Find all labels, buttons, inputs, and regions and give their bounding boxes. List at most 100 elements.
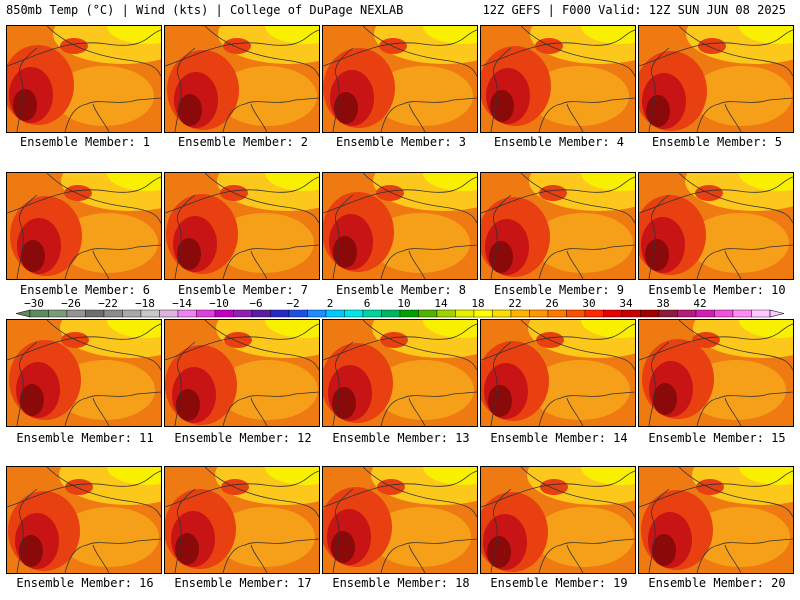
colorbar-tick-label: −6 (249, 297, 262, 310)
colorbar-swatch (66, 309, 86, 318)
ensemble-member-label: Ensemble Member: 18 (332, 576, 470, 590)
hottest-region (20, 384, 44, 416)
map-boundary-line (639, 176, 793, 214)
ensemble-map-panel (638, 466, 794, 574)
colorbar-tick-label: −30 (24, 297, 44, 310)
colorbar-swatch (85, 309, 105, 318)
cool-region (534, 507, 634, 567)
coolest-region (581, 320, 635, 338)
hottest-region (177, 238, 201, 270)
map-boundary-line (520, 320, 635, 371)
map-boundary-line (490, 488, 512, 573)
ensemble-map-panel (164, 172, 320, 280)
colorbar-tick-label: 38 (656, 297, 669, 310)
map-boundary-line (520, 467, 635, 518)
colorbar-tick-label: 30 (582, 297, 595, 310)
warm-region (376, 185, 404, 201)
colorbar-swatch (29, 309, 49, 318)
coolest-region (107, 173, 161, 191)
map-boundary-line (724, 250, 742, 279)
hottest-region (646, 95, 670, 127)
colorbar-swatch (233, 309, 253, 318)
map-boundary-line (332, 488, 354, 573)
map-boundary-line (332, 47, 354, 132)
ensemble-member-label: Ensemble Member: 5 (651, 135, 783, 149)
colorbar-swatch (344, 309, 364, 318)
cool-region (690, 507, 790, 567)
colorbar-swatch (270, 309, 290, 318)
map-boundary-line (7, 323, 161, 361)
map-boundary-line (204, 320, 319, 371)
colorbar-swatch (325, 309, 345, 318)
map-boundary-line (174, 47, 196, 132)
coolest-region (581, 26, 635, 44)
ensemble-member-label: Ensemble Member: 16 (16, 576, 154, 590)
colorbar-tick-label: 42 (693, 297, 706, 310)
cool-region (215, 507, 315, 567)
map-boundary-line (408, 397, 426, 426)
colorbar-swatch (640, 309, 660, 318)
map-boundary-line (380, 538, 477, 573)
colorbar-tick-label: −2 (286, 297, 299, 310)
map-boundary-line (16, 194, 38, 279)
ensemble-map-panel (480, 172, 636, 280)
warm-region (692, 332, 720, 348)
cool-region (54, 66, 154, 126)
hottest-region (334, 92, 358, 124)
colorbar-tick-label: −26 (61, 297, 81, 310)
coolest-region (107, 26, 161, 44)
ensemble-member-label: Ensemble Member: 20 (648, 576, 786, 590)
map-boundary-line (481, 470, 635, 508)
map-boundary-line (323, 176, 477, 214)
ensemble-map-panel (638, 172, 794, 280)
colorbar-swatch (362, 309, 382, 318)
coolest-region (265, 173, 319, 191)
colorbar-tick-label: 18 (471, 297, 484, 310)
ensemble-member-label: Ensemble Member: 19 (490, 576, 628, 590)
colorbar-tick-label: 6 (364, 297, 371, 310)
colorbar-tick-label: 26 (545, 297, 558, 310)
ensemble-map-panel (480, 319, 636, 427)
hottest-region (333, 236, 357, 268)
map-boundary-line (490, 341, 512, 426)
map-boundary-line (323, 470, 477, 508)
map-boundary-line (165, 29, 319, 67)
colorbar-swatch (695, 309, 715, 318)
ensemble-map-panel (322, 319, 478, 427)
colorbar-swatch (566, 309, 586, 318)
map-boundary-line (165, 176, 319, 214)
colorbar-swatch (677, 309, 697, 318)
ensemble-map-panel (164, 319, 320, 427)
hottest-region (487, 536, 511, 568)
map-boundary-line (380, 244, 477, 279)
map-boundary-line (174, 194, 196, 279)
ensemble-map-panel (480, 25, 636, 133)
cool-region (58, 213, 158, 273)
colorbar-swatch (177, 309, 197, 318)
colorbar-swatch (399, 309, 419, 318)
map-boundary-line (165, 470, 319, 508)
warm-region (696, 479, 724, 495)
colorbar-swatch (621, 309, 641, 318)
map-boundary-line (222, 97, 319, 132)
ensemble-map-panel (164, 466, 320, 574)
temperature-colorbar: −30 −26 −22 −18 −14 −10 −6 −2 2 6 10 14 18 22 26 30 34 38… (15, 297, 785, 318)
map-boundary-line (362, 173, 477, 224)
map-boundary-line (92, 103, 110, 132)
cool-region (529, 66, 629, 126)
map-boundary-line (696, 538, 793, 573)
map-boundary-line (648, 194, 670, 279)
map-boundary-line (678, 26, 793, 77)
coolest-region (739, 173, 793, 191)
map-boundary-line (696, 391, 793, 426)
map-boundary-line (250, 250, 268, 279)
colorbar-swatch (196, 309, 216, 318)
warm-region (224, 332, 252, 348)
map-boundary-line (250, 103, 268, 132)
hottest-region (21, 240, 45, 272)
map-boundary-line (724, 103, 742, 132)
hottest-region (175, 533, 199, 565)
ensemble-member-label: Ensemble Member: 2 (177, 135, 309, 149)
hottest-region (489, 241, 513, 273)
colorbar-swatch (473, 309, 493, 318)
